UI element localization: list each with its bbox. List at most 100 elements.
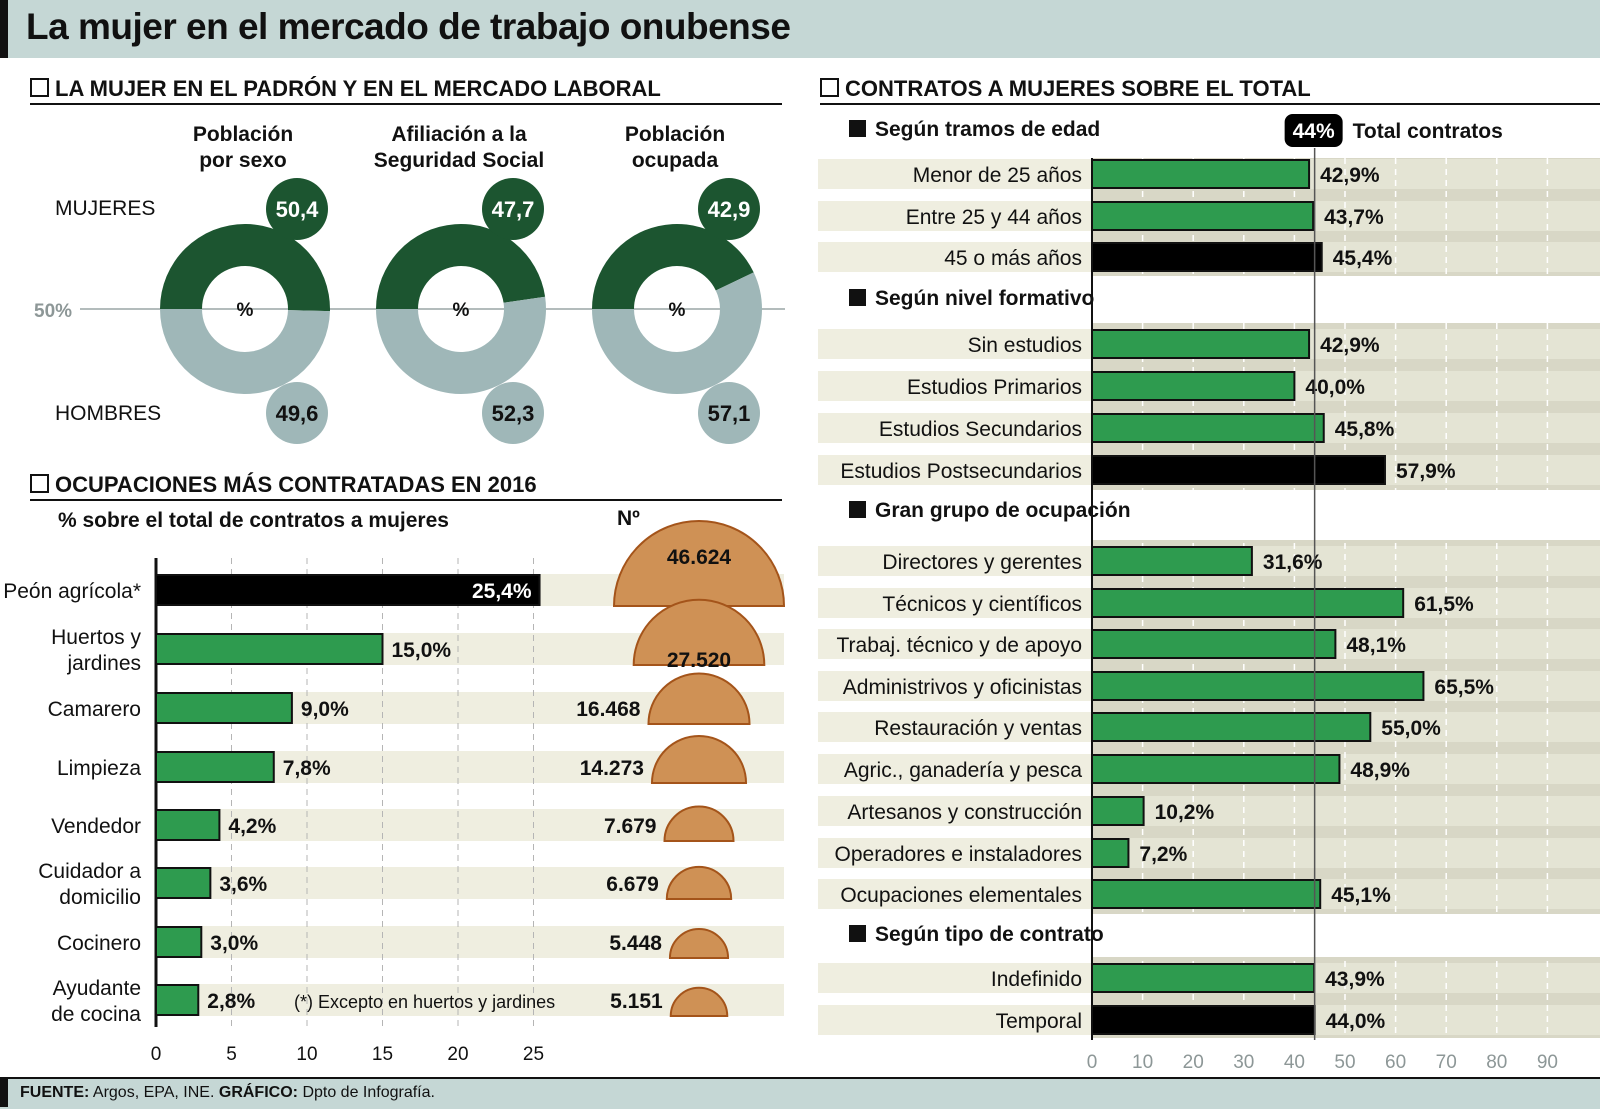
donut-women-slice: [376, 224, 546, 309]
row-band-plot: [1092, 838, 1600, 868]
count-label: 16.468: [576, 698, 641, 721]
section-rule-contratos: [820, 103, 1600, 105]
bar-value-label: 25,4%: [472, 580, 532, 603]
bar-value-label: 40,0%: [1305, 376, 1365, 399]
donut-women-value-badge: [482, 178, 544, 240]
bar-value-label: 48,9%: [1350, 759, 1410, 782]
donut-men-value-badge: [482, 382, 544, 444]
category-label: de cocina: [51, 1003, 141, 1026]
donut-title-line: ocupada: [632, 149, 719, 172]
donut-title-line: Población: [625, 123, 725, 146]
donut-women-value: 42,9: [708, 197, 751, 222]
bar: [1091, 712, 1372, 742]
category-label: Sin estudios: [968, 334, 1082, 357]
bar: [155, 692, 293, 724]
header-band: [0, 0, 1600, 58]
category-label: Ayudante: [53, 977, 141, 1000]
x-tick-label: 30: [1233, 1052, 1254, 1073]
row-band: [818, 546, 1092, 576]
bar: [1091, 455, 1386, 485]
occupations-subtitle: % sobre el total de contratos a mujeres: [58, 509, 449, 532]
header-accent: [0, 0, 8, 58]
row-band: [818, 629, 1092, 659]
x-tick-label: 50: [1334, 1052, 1355, 1073]
count-semicircle: [668, 928, 730, 959]
donut-center-label: %: [453, 300, 470, 321]
category-label: domicilio: [59, 886, 141, 909]
x-tick-label: 0: [1087, 1052, 1098, 1073]
bar: [1091, 371, 1296, 401]
category-label: 45 o más años: [944, 247, 1082, 270]
group-title: Gran grupo de ocupación: [875, 499, 1131, 522]
donut-women-slice: [592, 223, 754, 309]
square-icon: [30, 474, 49, 493]
section-title-ocupaciones-text: OCUPACIONES MÁS CONTRATADAS EN 2016: [55, 472, 537, 497]
bar-value-label: 10,2%: [1155, 801, 1215, 824]
row-band: [818, 242, 1092, 272]
footer-accent: [0, 1077, 8, 1107]
donut-men-slice: [376, 296, 546, 395]
count-semicircle: [647, 672, 751, 725]
count-header: Nº: [617, 507, 640, 530]
donut-women-value-badge: [698, 178, 760, 240]
donut-center-label: %: [669, 300, 686, 321]
category-label: Trabaj. técnico y de apoyo: [836, 634, 1082, 657]
group-square-icon: [849, 501, 866, 518]
category-label: Directores y gerentes: [882, 551, 1082, 574]
group-square-icon: [849, 925, 866, 942]
group-square-icon: [849, 120, 866, 137]
category-label: Entre 25 y 44 años: [906, 206, 1082, 229]
group-gap: [1092, 490, 1600, 540]
bar: [155, 926, 203, 958]
bar-value-label: 3,0%: [210, 932, 258, 955]
group-gap: [1092, 914, 1600, 957]
bar-value-label: 57,9%: [1396, 460, 1456, 483]
category-label: Cuidador a: [38, 860, 141, 883]
donut-men-slice: [160, 309, 330, 394]
section-title-ocupaciones: OCUPACIONES MÁS CONTRATADAS EN 2016: [30, 472, 537, 498]
count-semicircle: [669, 986, 729, 1017]
donut-men-value: 52,3: [492, 401, 535, 426]
bar-value-label: 61,5%: [1414, 593, 1474, 616]
bar-value-label: 45,8%: [1335, 418, 1395, 441]
footer-credits: FUENTE: Argos, EPA, INE. GRÁFICO: Dpto d…: [20, 1084, 435, 1102]
donut-women-value: 47,7: [492, 197, 535, 222]
bar: [1091, 963, 1316, 993]
bar: [155, 574, 541, 606]
donut-men-value-badge: [266, 382, 328, 444]
bar: [1091, 201, 1315, 231]
row-band: [818, 712, 1092, 742]
bar-value-label: 9,0%: [301, 698, 349, 721]
square-icon: [820, 78, 839, 97]
x-tick-label: 60: [1385, 1052, 1406, 1073]
contracts-chart-group: Según tramos de edad Según nivel formativ…: [818, 114, 1600, 1073]
count-label: 46.624: [667, 546, 732, 569]
bar-value-label: 42,9%: [1320, 334, 1380, 357]
bar: [1091, 879, 1322, 909]
bar-value-label: 4,2%: [228, 815, 276, 838]
category-label: Artesanos y construcción: [847, 801, 1082, 824]
footer-graphic-text: Dpto de Infografía.: [302, 1084, 435, 1101]
section-rule-ocupaciones: [30, 499, 782, 501]
category-label: Operadores e instaladores: [835, 843, 1082, 866]
bar-value-label: 45,1%: [1331, 884, 1391, 907]
bar: [1091, 159, 1311, 189]
bar-value-label: 45,4%: [1333, 247, 1393, 270]
bar-value-label: 65,5%: [1434, 676, 1494, 699]
x-tick-label: 90: [1537, 1052, 1558, 1073]
x-tick-label: 0: [151, 1044, 162, 1065]
group-gap: [1092, 276, 1600, 323]
bar-value-label: 7,2%: [1139, 843, 1187, 866]
row-band: [818, 838, 1092, 868]
x-tick-label: 20: [1183, 1052, 1204, 1073]
count-label: 14.273: [580, 757, 644, 780]
donut-center-label: %: [237, 300, 254, 321]
row-band: [818, 413, 1092, 443]
donut-chart-group: MUJERES HOMBRES 50% Población por sexo% 50,4 4…: [34, 123, 785, 444]
row-band: [818, 588, 1092, 618]
bar: [155, 867, 212, 899]
group-title: Según tipo de contrato: [875, 923, 1104, 946]
x-tick-label: 10: [296, 1044, 317, 1065]
donut-women-slice: [160, 223, 330, 312]
